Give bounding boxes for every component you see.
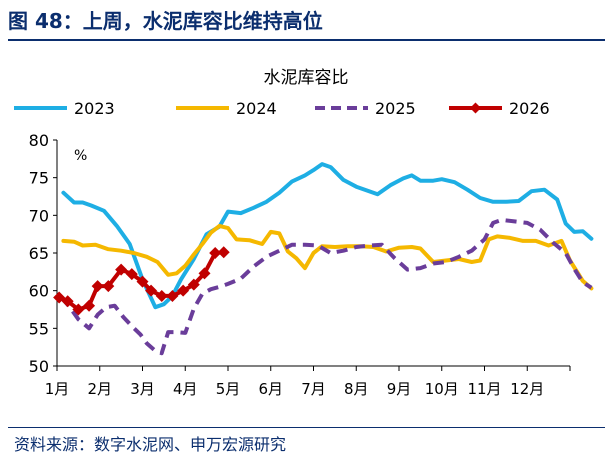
x-tick-label: 4月	[173, 380, 198, 398]
y-tick-label: 70	[29, 206, 49, 225]
data-point-2026	[198, 267, 211, 280]
figure-title: 图 48：上周，水泥库容比维持高位	[8, 9, 323, 33]
y-tick-label: 60	[29, 282, 49, 301]
y-tick-label: 75	[29, 169, 49, 188]
legend-item-2024: 2024	[176, 99, 277, 118]
data-point-2026	[61, 295, 74, 308]
x-tick-label: 10月	[425, 380, 459, 398]
data-point-2026	[91, 280, 104, 293]
series-2026	[53, 246, 230, 316]
x-tick-label: 12月	[510, 380, 544, 398]
legend-item-2025: 2025	[315, 99, 416, 118]
data-point-2026	[125, 268, 138, 281]
title-divider	[8, 39, 605, 41]
data-point-2026	[209, 247, 222, 259]
chart: 水泥库容比 2023 2024 2025 2026 % 50 55 60 65 70 75…	[14, 68, 594, 398]
x-tick-label: 1月	[45, 380, 70, 398]
data-point-2026	[115, 263, 128, 276]
series-line-2023	[61, 162, 594, 310]
data-point-2026	[187, 278, 200, 291]
y-unit-label: %	[74, 148, 87, 164]
data-point-2026	[83, 299, 96, 312]
series-2023	[61, 162, 594, 310]
series-line-2024	[61, 223, 594, 291]
data-point-2026	[136, 275, 149, 288]
data-point-2026	[217, 246, 230, 259]
y-tick-label: 65	[29, 244, 49, 263]
data-point-2026	[155, 289, 168, 302]
axes: 50 55 60 65 70 75 80 1月 2月 3月 4月 5月 6月 7月 8月 9月 10月 11月 12…	[29, 131, 571, 398]
chart-title: 水泥库容比	[264, 68, 349, 88]
data-point-2026	[72, 303, 85, 316]
x-tick-label: 11月	[467, 380, 501, 398]
series-2025	[59, 217, 593, 356]
data-point-2026	[166, 289, 179, 302]
legend-label-2023: 2023	[74, 99, 115, 118]
y-tick-label: 55	[29, 319, 49, 338]
x-tick-label: 8月	[344, 380, 369, 398]
source-note: 资料来源：数字水泥网、申万宏源研究	[14, 435, 287, 454]
data-point-2026	[145, 284, 158, 297]
y-tick-label: 80	[29, 131, 49, 150]
series-line-2025	[59, 217, 593, 356]
legend-label-2024: 2024	[236, 99, 277, 118]
x-tick-label: 7月	[301, 380, 326, 398]
legend-label-2025: 2025	[375, 99, 416, 118]
data-point-2026	[53, 291, 66, 304]
x-tick-label: 9月	[387, 380, 412, 398]
x-tick-label: 2月	[87, 380, 112, 398]
legend-label-2026: 2026	[509, 99, 550, 118]
data-point-2026	[102, 280, 115, 293]
y-tick-label: 50	[29, 357, 49, 376]
series-2024	[61, 223, 594, 291]
x-tick-label: 6月	[258, 380, 283, 398]
legend-item-2023: 2023	[14, 99, 115, 118]
x-tick-label: 5月	[216, 380, 241, 398]
series-layer	[53, 162, 594, 356]
legend-item-2026: 2026	[449, 99, 550, 118]
legend-marker-2026	[470, 102, 481, 114]
data-point-2026	[177, 284, 190, 297]
footer-divider	[8, 427, 605, 428]
x-tick-label: 3月	[130, 380, 155, 398]
legend: 2023 2024 2025 2026	[14, 99, 550, 118]
